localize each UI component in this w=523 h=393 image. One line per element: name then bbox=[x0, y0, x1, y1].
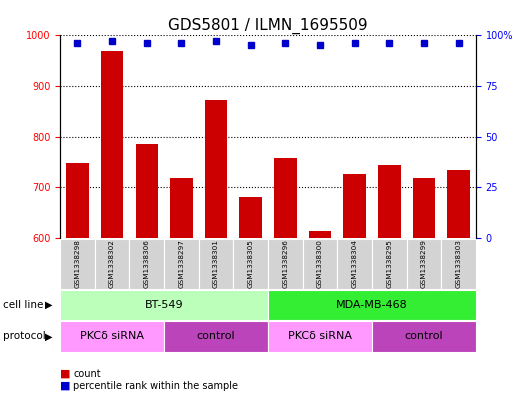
Bar bbox=[372, 239, 407, 289]
Text: GSM1338304: GSM1338304 bbox=[351, 239, 358, 288]
Bar bbox=[240, 197, 262, 238]
Text: cell line: cell line bbox=[3, 300, 43, 310]
Text: count: count bbox=[73, 369, 101, 379]
Text: GSM1338295: GSM1338295 bbox=[386, 239, 392, 288]
Bar bbox=[135, 144, 158, 238]
Bar bbox=[268, 290, 476, 320]
Title: GDS5801 / ILMN_1695509: GDS5801 / ILMN_1695509 bbox=[168, 18, 368, 34]
Bar bbox=[164, 239, 199, 289]
Bar bbox=[447, 171, 470, 238]
Text: PKCδ siRNA: PKCδ siRNA bbox=[80, 331, 144, 342]
Bar bbox=[101, 51, 123, 238]
Text: GSM1338300: GSM1338300 bbox=[317, 239, 323, 288]
Text: protocol: protocol bbox=[3, 331, 46, 342]
Text: GSM1338299: GSM1338299 bbox=[421, 239, 427, 288]
Text: percentile rank within the sample: percentile rank within the sample bbox=[73, 381, 238, 391]
Text: GSM1338303: GSM1338303 bbox=[456, 239, 462, 288]
Bar bbox=[413, 178, 435, 238]
Bar bbox=[441, 239, 476, 289]
Text: PKCδ siRNA: PKCδ siRNA bbox=[288, 331, 352, 342]
Text: control: control bbox=[405, 331, 444, 342]
Bar bbox=[95, 239, 129, 289]
Text: ▶: ▶ bbox=[45, 300, 52, 310]
Bar bbox=[60, 290, 268, 320]
Bar bbox=[274, 158, 297, 238]
Bar bbox=[60, 239, 95, 289]
Text: GSM1338296: GSM1338296 bbox=[282, 239, 288, 288]
Text: BT-549: BT-549 bbox=[145, 300, 184, 310]
Bar bbox=[303, 239, 337, 289]
Bar bbox=[129, 239, 164, 289]
Bar bbox=[233, 239, 268, 289]
Text: ▶: ▶ bbox=[45, 331, 52, 342]
Bar bbox=[337, 239, 372, 289]
Text: GSM1338297: GSM1338297 bbox=[178, 239, 185, 288]
Bar bbox=[66, 163, 89, 238]
Bar bbox=[205, 100, 228, 238]
Bar bbox=[164, 321, 268, 352]
Bar bbox=[372, 321, 476, 352]
Text: GSM1338305: GSM1338305 bbox=[248, 239, 254, 288]
Bar bbox=[378, 165, 401, 238]
Bar bbox=[309, 231, 331, 238]
Bar bbox=[170, 178, 192, 238]
Text: GSM1338301: GSM1338301 bbox=[213, 239, 219, 288]
Bar bbox=[268, 321, 372, 352]
Text: control: control bbox=[197, 331, 235, 342]
Text: MDA-MB-468: MDA-MB-468 bbox=[336, 300, 408, 310]
Text: GSM1338306: GSM1338306 bbox=[144, 239, 150, 288]
Text: ■: ■ bbox=[60, 381, 71, 391]
Text: GSM1338302: GSM1338302 bbox=[109, 239, 115, 288]
Text: GSM1338298: GSM1338298 bbox=[74, 239, 81, 288]
Bar bbox=[407, 239, 441, 289]
Bar bbox=[199, 239, 233, 289]
Text: ■: ■ bbox=[60, 369, 71, 379]
Bar bbox=[344, 173, 366, 238]
Bar bbox=[268, 239, 303, 289]
Bar bbox=[60, 321, 164, 352]
